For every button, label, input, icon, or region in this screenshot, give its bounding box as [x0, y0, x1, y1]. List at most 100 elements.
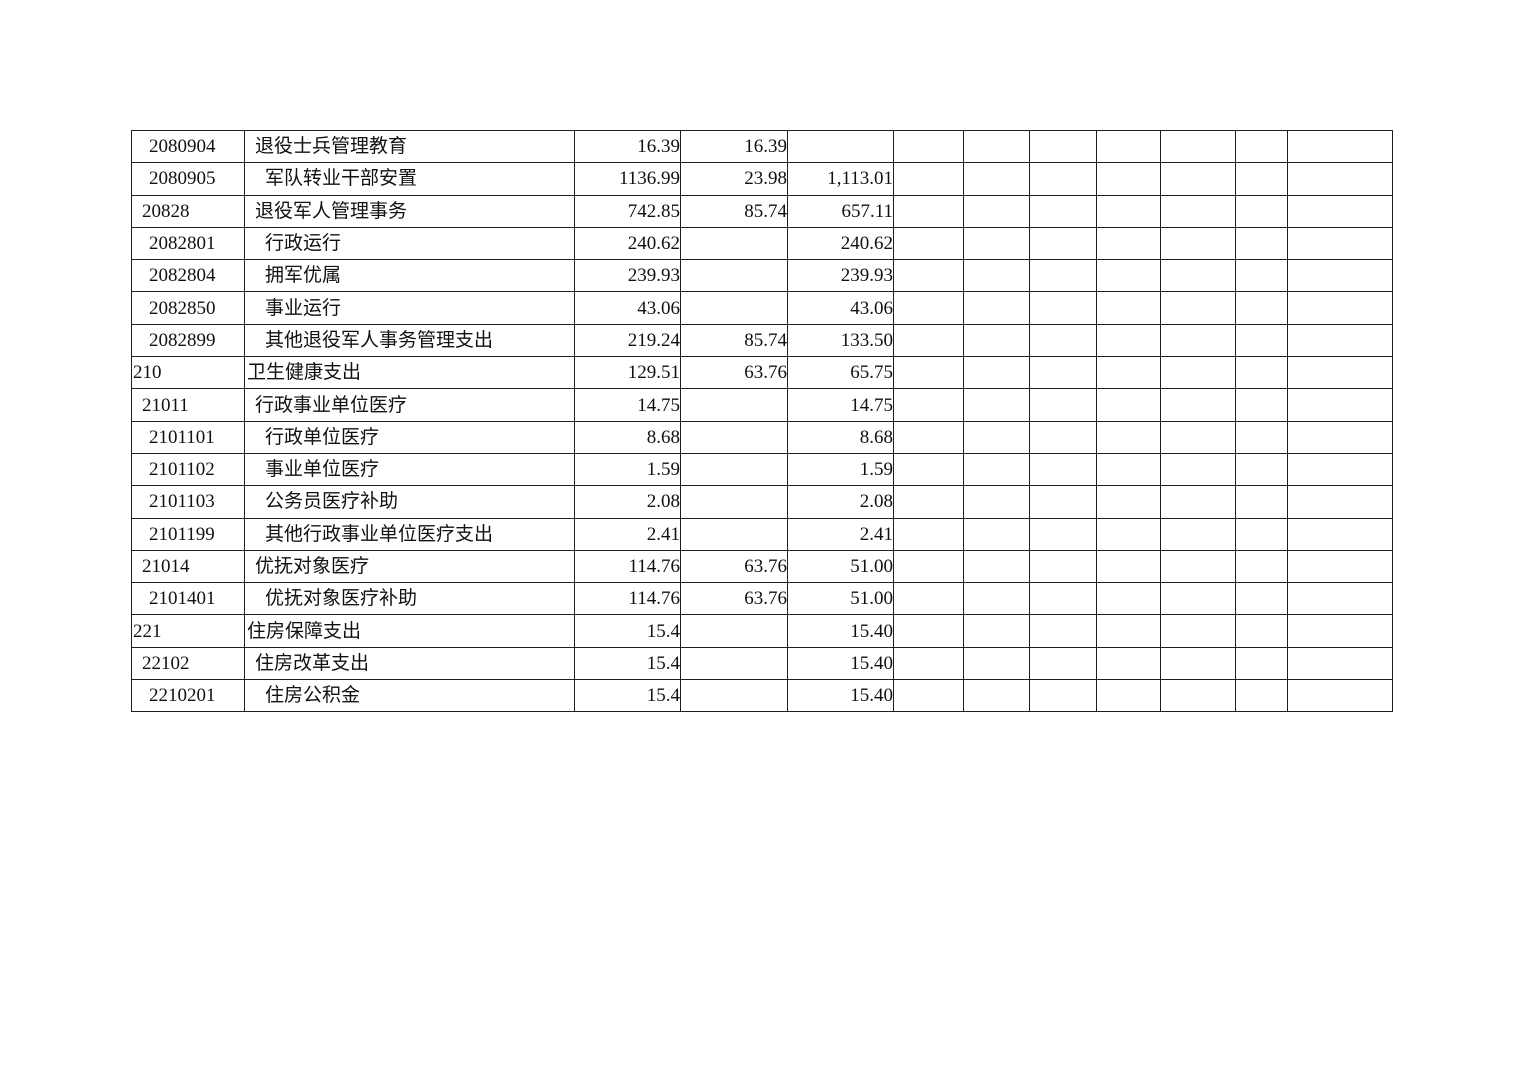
name-cell: 事业运行 — [244, 291, 575, 325]
empty-cell — [1287, 582, 1393, 616]
name-cell: 住房公积金 — [244, 679, 575, 713]
empty-cell — [1235, 582, 1288, 616]
table-row: 22102 住房改革支出 15.4 15.40 — [131, 646, 1393, 681]
value3-cell: 2.41 — [787, 517, 894, 551]
value3-cell: 8.68 — [787, 420, 894, 454]
empty-cell — [1096, 291, 1161, 325]
budget-table-body: 2080904 退役士兵管理教育 16.39 16.39 2080905 军队转… — [131, 129, 1393, 713]
table-row: 21011 行政事业单位医疗 14.75 14.75 — [131, 388, 1393, 422]
empty-cell — [1160, 452, 1236, 487]
code-cell: 21011 — [131, 388, 245, 422]
empty-cell — [1160, 549, 1236, 584]
empty-cell — [1160, 420, 1236, 454]
empty-cell — [963, 517, 1030, 551]
empty-cell — [1287, 291, 1393, 325]
empty-cell — [1029, 582, 1097, 616]
value2-cell — [680, 259, 788, 293]
budget-table: 2080904 退役士兵管理教育 16.39 16.39 2080905 军队转… — [131, 129, 1393, 713]
value2-cell: 85.74 — [680, 194, 788, 228]
empty-cell — [1160, 614, 1236, 648]
table-row: 2080904 退役士兵管理教育 16.39 16.39 — [131, 129, 1393, 164]
empty-cell — [893, 517, 964, 551]
empty-cell — [1029, 485, 1097, 519]
empty-cell — [1235, 452, 1288, 487]
code-cell: 2082804 — [131, 259, 245, 293]
empty-cell — [1096, 129, 1161, 164]
empty-cell — [1096, 162, 1161, 196]
value3-cell: 51.00 — [787, 582, 894, 616]
value3-cell: 43.06 — [787, 291, 894, 325]
name-cell: 其他退役军人事务管理支出 — [244, 323, 575, 358]
empty-cell — [1287, 129, 1393, 164]
empty-cell — [1287, 356, 1393, 390]
empty-cell — [1096, 582, 1161, 616]
value2-cell: 16.39 — [680, 129, 788, 164]
empty-cell — [1160, 226, 1236, 261]
name-cell: 行政运行 — [244, 226, 575, 261]
empty-cell — [1235, 194, 1288, 228]
code-cell: 2080904 — [131, 129, 245, 164]
empty-cell — [1029, 517, 1097, 551]
empty-cell — [963, 420, 1030, 454]
value2-cell — [680, 614, 788, 648]
name-cell: 住房保障支出 — [244, 614, 575, 648]
empty-cell — [1029, 388, 1097, 422]
value2-cell — [680, 420, 788, 454]
empty-cell — [893, 129, 964, 164]
empty-cell — [1287, 194, 1393, 228]
value2-cell — [680, 679, 788, 713]
value2-cell — [680, 226, 788, 261]
name-cell: 退役军人管理事务 — [244, 194, 575, 228]
value3-cell: 239.93 — [787, 259, 894, 293]
empty-cell — [893, 323, 964, 358]
table-row: 2082899 其他退役军人事务管理支出 219.24 85.74 133.50 — [131, 323, 1393, 358]
empty-cell — [1029, 323, 1097, 358]
empty-cell — [1235, 291, 1288, 325]
empty-cell — [963, 582, 1030, 616]
empty-cell — [1160, 582, 1236, 616]
empty-cell — [893, 388, 964, 422]
table-row: 210 卫生健康支出 129.51 63.76 65.75 — [131, 356, 1393, 390]
name-cell: 优抚对象医疗 — [244, 549, 575, 584]
empty-cell — [1235, 323, 1288, 358]
empty-cell — [893, 549, 964, 584]
name-cell: 卫生健康支出 — [244, 356, 575, 390]
value1-cell: 8.68 — [574, 420, 681, 454]
name-cell: 事业单位医疗 — [244, 452, 575, 487]
name-cell: 退役士兵管理教育 — [244, 129, 575, 164]
empty-cell — [963, 646, 1030, 681]
empty-cell — [1287, 549, 1393, 584]
empty-cell — [1096, 485, 1161, 519]
value1-cell: 114.76 — [574, 549, 681, 584]
value2-cell — [680, 452, 788, 487]
empty-cell — [1160, 679, 1236, 713]
empty-cell — [1235, 388, 1288, 422]
table-row: 2101199 其他行政事业单位医疗支出 2.41 2.41 — [131, 517, 1393, 551]
empty-cell — [1287, 485, 1393, 519]
value1-cell: 16.39 — [574, 129, 681, 164]
empty-cell — [1160, 259, 1236, 293]
table-row: 2101401 优抚对象医疗补助 114.76 63.76 51.00 — [131, 582, 1393, 616]
empty-cell — [1096, 549, 1161, 584]
empty-cell — [963, 356, 1030, 390]
empty-cell — [1160, 162, 1236, 196]
empty-cell — [893, 356, 964, 390]
code-cell: 2101199 — [131, 517, 245, 551]
value1-cell: 14.75 — [574, 388, 681, 422]
value2-cell: 63.76 — [680, 582, 788, 616]
empty-cell — [963, 679, 1030, 713]
value1-cell: 219.24 — [574, 323, 681, 358]
empty-cell — [893, 679, 964, 713]
empty-cell — [1287, 420, 1393, 454]
empty-cell — [1287, 323, 1393, 358]
table-row: 2210201 住房公积金 15.4 15.40 — [131, 679, 1393, 713]
empty-cell — [893, 485, 964, 519]
empty-cell — [963, 259, 1030, 293]
empty-cell — [1029, 452, 1097, 487]
code-cell: 221 — [131, 614, 245, 648]
empty-cell — [1160, 291, 1236, 325]
empty-cell — [1160, 388, 1236, 422]
value3-cell: 1.59 — [787, 452, 894, 487]
empty-cell — [893, 226, 964, 261]
code-cell: 22102 — [131, 646, 245, 681]
